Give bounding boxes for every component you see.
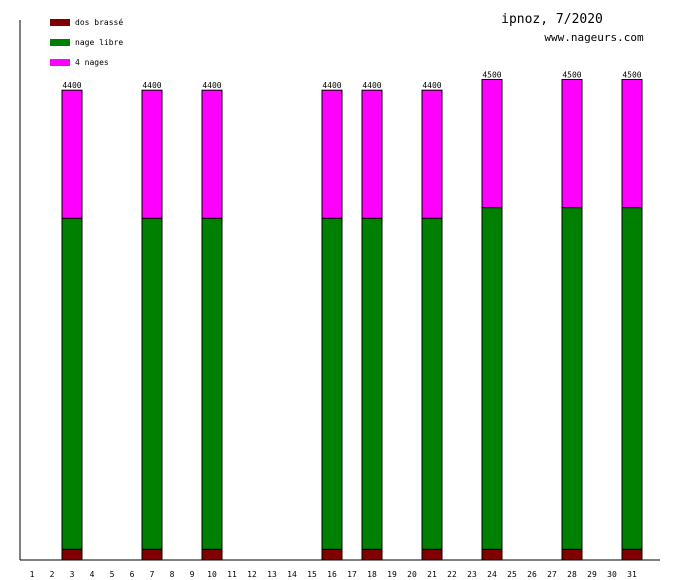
bar-total-label: 4400 — [422, 81, 441, 90]
bars-layer — [61, 79, 643, 561]
x-tick-label: 3 — [70, 570, 75, 579]
legend-label-dos-brasse: dos brassé — [75, 17, 123, 27]
x-tick-label: 26 — [527, 570, 537, 579]
bar-total-label: 4400 — [62, 81, 81, 90]
bar-segment — [321, 217, 343, 550]
bar-segment — [561, 79, 583, 209]
x-tick-label: 7 — [150, 570, 155, 579]
bar-segment — [321, 548, 343, 561]
bar-total-label: 4500 — [562, 71, 581, 80]
bar-segment — [621, 79, 643, 209]
x-tick-label: 16 — [327, 570, 337, 579]
bar-segment — [201, 89, 223, 219]
chart-subtitle: www.nageurs.com — [544, 31, 644, 44]
bar-total-label: 4400 — [142, 81, 161, 90]
x-tick-label: 8 — [170, 570, 175, 579]
x-tick-label: 19 — [387, 570, 397, 579]
bar-segment — [621, 548, 643, 561]
bar-total-label: 4500 — [622, 71, 641, 80]
bar-segment — [621, 207, 643, 550]
bar-total-label: 4400 — [362, 81, 381, 90]
bar-total-label: 4400 — [202, 81, 221, 90]
bar-total-label: 4400 — [322, 81, 341, 90]
bar-segment — [561, 207, 583, 550]
x-tick-label: 31 — [627, 570, 637, 579]
x-tick-label: 5 — [110, 570, 115, 579]
legend: dos brassé nage libre 4 nages — [50, 17, 123, 67]
x-tick-label: 12 — [247, 570, 257, 579]
bar-segment — [61, 217, 83, 550]
bar-segment — [61, 548, 83, 561]
x-tick-label: 10 — [207, 570, 217, 579]
x-tick-labels: 1 2 3 4 5 6 7 8 9 10 11 12 13 14 15 16 17 18 19 20 21 22 23 24 2… — [30, 570, 637, 579]
legend-label-4-nages: 4 nages — [75, 58, 109, 67]
total-labels: 4400 4400 4400 4400 4400 4400 4500 4500 4500 — [62, 71, 641, 91]
bar-segment — [361, 548, 383, 561]
x-tick-label: 6 — [130, 570, 135, 579]
x-tick-label: 30 — [607, 570, 617, 579]
bar-segment — [481, 548, 503, 561]
x-tick-label: 18 — [367, 570, 377, 579]
x-tick-label: 21 — [427, 570, 437, 579]
bar-total-label: 4500 — [482, 71, 501, 80]
bar-segment — [421, 217, 443, 550]
legend-label-nage-libre: nage libre — [75, 38, 123, 47]
x-tick-label: 17 — [347, 570, 357, 579]
bar-segment — [201, 217, 223, 550]
x-tick-label: 2 — [50, 570, 55, 579]
x-tick-label: 13 — [267, 570, 277, 579]
bar-segment — [421, 89, 443, 219]
bar-segment — [141, 548, 163, 561]
legend-swatch-nage-libre — [50, 39, 70, 46]
bar-segment — [361, 217, 383, 550]
x-tick-label: 25 — [507, 570, 517, 579]
x-tick-label: 27 — [547, 570, 557, 579]
bar-segment — [561, 548, 583, 561]
bar-segment — [201, 548, 223, 561]
x-tick-label: 14 — [287, 570, 297, 579]
legend-swatch-dos-brasse — [50, 19, 70, 26]
bar-segment — [421, 548, 443, 561]
x-tick-label: 23 — [467, 570, 477, 579]
x-tick-label: 4 — [90, 570, 95, 579]
chart-title: ipnoz, 7/2020 — [501, 12, 603, 27]
x-tick-label: 28 — [567, 570, 577, 579]
bar-segment — [361, 89, 383, 219]
x-tick-label: 9 — [190, 570, 195, 579]
x-tick-label: 22 — [447, 570, 457, 579]
bar-segment — [321, 89, 343, 219]
bar-segment — [141, 217, 163, 550]
x-tick-label: 29 — [587, 570, 597, 579]
x-tick-label: 1 — [30, 570, 35, 579]
bar-segment — [481, 207, 503, 550]
x-tick-label: 15 — [307, 570, 317, 579]
x-tick-label: 24 — [487, 570, 497, 579]
legend-swatch-4-nages — [50, 59, 70, 66]
bar-segment — [481, 79, 503, 209]
x-tick-label: 20 — [407, 570, 417, 579]
bar-segment — [61, 89, 83, 219]
x-tick-label: 11 — [227, 570, 237, 579]
bar-segment — [141, 89, 163, 219]
